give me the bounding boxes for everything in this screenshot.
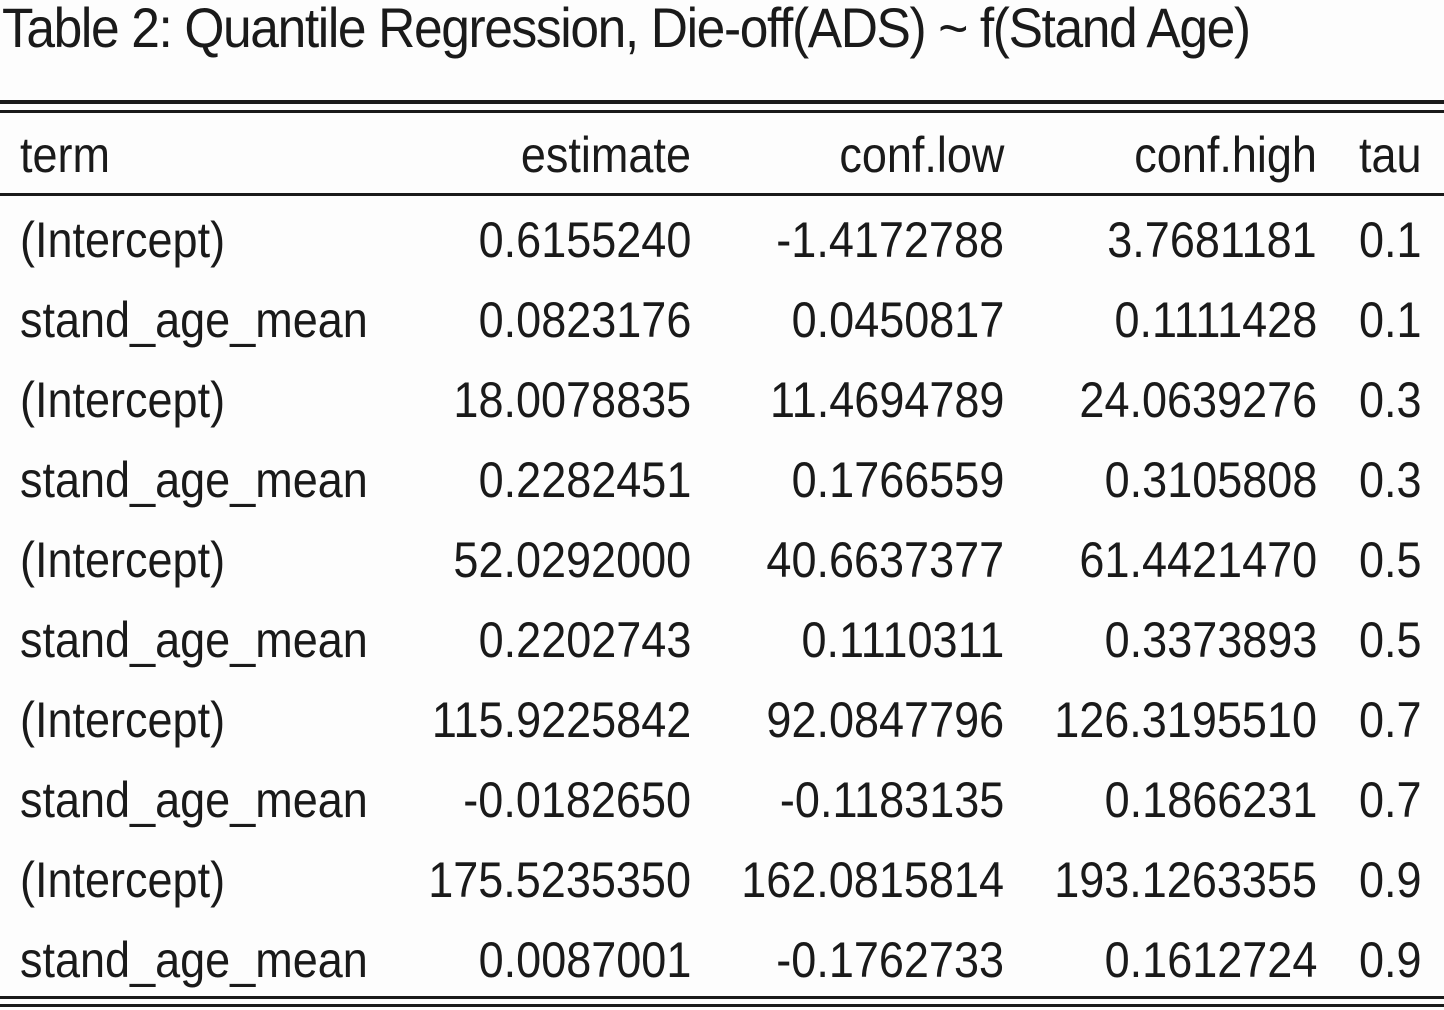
cell-estimate: 18.0078835 [453,372,691,428]
header-estimate: estimate [520,127,691,183]
header-conf-low: conf.low [838,127,1004,183]
cell-tau: 0.9 [1359,852,1422,908]
cell-term: (Intercept) [20,532,226,588]
header-rule [0,193,1444,196]
cell-estimate: 0.2202743 [478,612,691,668]
cell-estimate: -0.0182650 [463,772,691,828]
cell-conf-high: 0.3105808 [1104,452,1317,508]
cell-term: stand_age_mean [20,292,368,348]
cell-estimate: 52.0292000 [453,532,691,588]
cell-conf-low: 92.0847796 [766,692,1004,748]
cell-estimate: 175.5235350 [428,852,691,908]
cell-conf-low: 0.1766559 [791,452,1004,508]
cell-term: (Intercept) [20,852,226,908]
cell-term: (Intercept) [20,692,226,748]
top-rule [0,100,1444,104]
cell-conf-low: 162.0815814 [741,852,1004,908]
cell-term: stand_age_mean [20,612,368,668]
cell-conf-low: 11.4694789 [769,372,1004,428]
cell-estimate: 0.6155240 [478,212,691,268]
cell-conf-low: 0.1110311 [801,612,1004,668]
cell-tau: 0.9 [1359,932,1422,988]
header-term: term [20,127,110,183]
cell-conf-high: 0.1111428 [1114,292,1317,348]
cell-conf-high: 0.3373893 [1104,612,1317,668]
cell-conf-high: 193.1263355 [1054,852,1317,908]
cell-estimate: 0.0087001 [478,932,691,988]
cell-estimate: 0.0823176 [478,292,691,348]
cell-estimate: 0.2282451 [478,452,691,508]
cell-term: (Intercept) [20,372,226,428]
cell-conf-low: 0.0450817 [791,292,1004,348]
bottom-rule-outer [0,1004,1444,1007]
cell-conf-low: -1.4172788 [776,212,1004,268]
top-rule-inner [0,110,1444,113]
cell-conf-high: 0.1866231 [1104,772,1317,828]
cell-conf-high: 24.0639276 [1079,372,1317,428]
cell-tau: 0.5 [1359,612,1422,668]
cell-conf-high: 3.7681181 [1107,212,1317,268]
cell-term: stand_age_mean [20,932,368,988]
cell-tau: 0.7 [1359,692,1422,748]
cell-term: stand_age_mean [20,772,368,828]
cell-conf-low: 40.6637377 [766,532,1004,588]
cell-conf-high: 61.4421470 [1079,532,1317,588]
cell-tau: 0.7 [1359,772,1422,828]
cell-tau: 0.1 [1359,212,1422,268]
cell-tau: 0.3 [1359,372,1422,428]
cell-term: stand_age_mean [20,452,368,508]
bottom-rule [0,996,1444,999]
cell-estimate: 115.9225842 [431,692,691,748]
cell-conf-high: 126.3195510 [1054,692,1317,748]
cell-tau: 0.5 [1359,532,1422,588]
cell-conf-high: 0.1612724 [1104,932,1317,988]
header-tau: tau [1359,127,1422,183]
cell-conf-low: -0.1183135 [779,772,1004,828]
header-conf-high: conf.high [1134,127,1317,183]
cell-tau: 0.1 [1359,292,1422,348]
table-caption: Table 2: Quantile Regression, Die-off(AD… [2,0,1251,59]
cell-conf-low: -0.1762733 [776,932,1004,988]
cell-tau: 0.3 [1359,452,1422,508]
cell-term: (Intercept) [20,212,226,268]
